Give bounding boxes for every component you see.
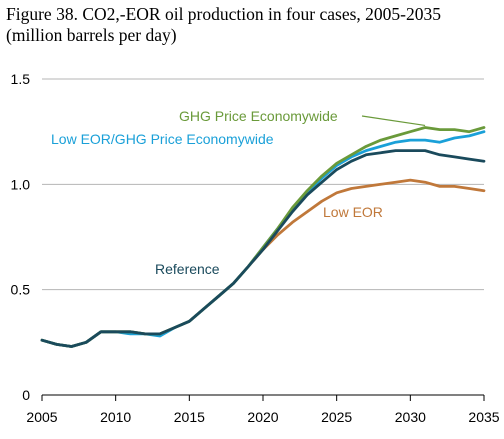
series-line-low-eor-ghg-price-economywide <box>40 130 486 348</box>
y-tick-label: 0.5 <box>11 282 31 298</box>
series-label-low-eor-ghg-price-economywide: Low EOR/GHG Price Economywide <box>51 131 274 147</box>
x-tick-label: 2020 <box>247 409 278 425</box>
x-tick-label: 2010 <box>100 409 131 425</box>
axes: 0 0.5 1.0 1.5 2005 2010 2015 2020 2025 2030 2035 <box>11 71 500 425</box>
series-line-ghg-price-economywide <box>40 126 486 348</box>
title-line-2: (million barrels per day) <box>6 25 177 45</box>
series-label-ghg-price-economywide: GHG Price Economywide <box>179 108 338 124</box>
ghg-label-leader <box>361 115 426 127</box>
series-label-low-eor: Low EOR <box>323 204 383 220</box>
series-line-reference <box>40 149 486 348</box>
series-line-low-eor <box>40 178 486 348</box>
series-labels: Reference Low EOR GHG Price Economywide Low… <box>51 108 426 277</box>
series-lines <box>40 126 486 348</box>
y-tick-label: 1.0 <box>11 176 31 192</box>
gridlines <box>42 78 484 291</box>
x-tick-label: 2015 <box>174 409 205 425</box>
series-label-reference: Reference <box>155 261 220 277</box>
y-tick-label: 0 <box>22 387 30 403</box>
x-tick-label: 2035 <box>468 409 499 425</box>
y-tick-label: 1.5 <box>11 71 31 87</box>
x-tick-label: 2030 <box>395 409 426 425</box>
x-tick-label: 2025 <box>321 409 352 425</box>
x-tick-label: 2005 <box>26 409 57 425</box>
chart-title: Figure 38. CO2,-EOR oil production in fo… <box>6 4 501 46</box>
title-line-1: Figure 38. CO2,-EOR oil production in fo… <box>6 4 442 24</box>
